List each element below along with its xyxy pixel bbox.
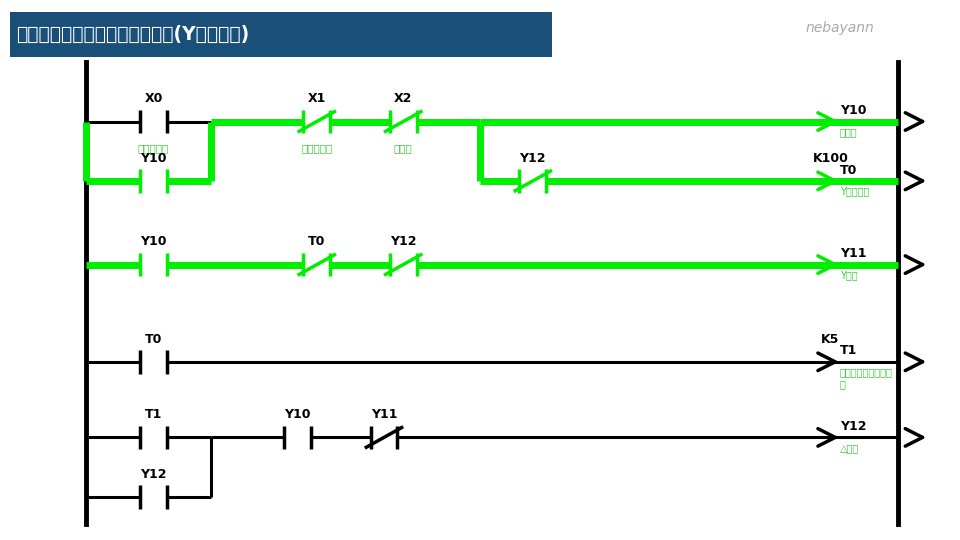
Text: nebayann: nebayann (805, 21, 875, 35)
Text: X0: X0 (144, 92, 163, 105)
Text: X1: X1 (307, 92, 326, 105)
Text: Y10: Y10 (284, 408, 311, 421)
Text: K5: K5 (821, 333, 840, 346)
Text: X2: X2 (394, 92, 413, 105)
Text: K100: K100 (812, 152, 849, 165)
Text: Y10: Y10 (840, 104, 867, 117)
Text: T0: T0 (840, 164, 857, 177)
Text: T1: T1 (145, 408, 162, 421)
Text: アークインターロッ
ク: アークインターロッ ク (840, 367, 893, 389)
Text: Y11: Y11 (840, 247, 867, 260)
Text: Y12: Y12 (519, 152, 546, 165)
Text: Y11: Y11 (371, 408, 397, 421)
Text: T0: T0 (145, 333, 162, 346)
Text: 運転中: 運転中 (840, 127, 857, 137)
Text: Y運転時間: Y運転時間 (840, 186, 870, 197)
Text: Y10: Y10 (140, 235, 167, 248)
Text: Y12: Y12 (140, 468, 167, 481)
Text: Y10: Y10 (140, 152, 167, 165)
Text: Y12: Y12 (840, 420, 867, 433)
Text: ラダー図でのスターデルタ運転(Y運転状態): ラダー図でのスターデルタ運転(Y運転状態) (16, 25, 250, 44)
Text: 停止ボタン: 停止ボタン (301, 143, 332, 153)
Text: 運転ボタン: 運転ボタン (138, 143, 169, 153)
Text: Y12: Y12 (390, 235, 417, 248)
Text: T1: T1 (840, 345, 857, 357)
Text: △運転: △運転 (840, 443, 859, 453)
Text: Y運転: Y運転 (840, 270, 857, 280)
Text: 過負荷: 過負荷 (394, 143, 413, 153)
Text: T0: T0 (308, 235, 325, 248)
FancyBboxPatch shape (10, 12, 552, 57)
